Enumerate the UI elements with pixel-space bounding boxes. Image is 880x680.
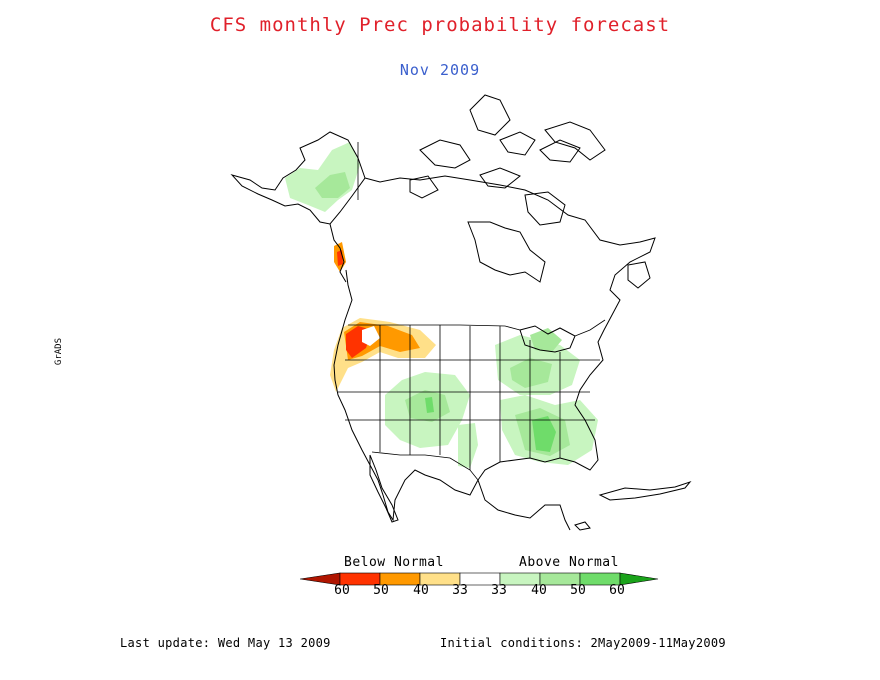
baffin-island [524,191,566,226]
arctic-islands-3 [499,131,536,156]
alaska-panhandle [329,223,347,283]
alaska-above-core [315,172,350,198]
arctic-islands-5 [544,121,606,161]
southeast-above-core [532,416,556,452]
bc-coast-below-core [337,250,343,266]
legend-tick: 50 [570,583,586,598]
colorado-above-dot [425,397,434,413]
political-borders [338,142,606,481]
mexico-coast [477,479,571,531]
initial-conditions-text: Initial conditions: 2May2009-11May2009 [440,636,726,650]
legend-above-label: Above Normal [519,555,619,570]
arctic-islands-1 [419,139,471,169]
legend-tick: 33 [452,583,468,598]
map-title: CFS monthly Prec probability forecast [209,14,671,36]
us-canada-border [348,324,521,331]
legend-colorbar [300,572,659,586]
hudson-bay [467,221,546,283]
legend-tick: 60 [334,583,350,598]
state-lines [338,325,600,470]
great-lakes [519,325,576,353]
legend-tick: 40 [531,583,547,598]
legend-below-label: Below Normal [344,555,444,570]
continent-coastline [333,175,656,522]
us-canada-border-east [574,319,606,337]
cuba [598,480,692,501]
legend-tick: 40 [413,583,429,598]
baja-california [369,454,399,523]
above-normal-patches [285,142,598,468]
us-mexico-border [371,451,479,481]
coastlines [230,94,692,531]
arctic-islands-4 [539,139,581,163]
grads-mark: GrADS [54,338,64,366]
texas-above-patch [458,423,478,468]
alaska-coastline [230,131,366,225]
below-normal-patches [330,242,436,392]
legend-arrow-right [619,572,659,586]
arctic-islands-6 [479,167,521,189]
caribbean-island [574,521,591,531]
last-update-text: Last update: Wed May 13 2009 [120,636,331,650]
washington-below-hole [362,326,380,346]
newfoundland [627,261,651,289]
alaska-above-patch [285,142,360,212]
arctic-islands-7 [409,175,439,199]
great-lakes-above-patch [530,328,562,352]
legend-tick: 50 [373,583,389,598]
midwest-above-core [510,358,552,388]
arctic-islands-2 [469,94,511,136]
map-subtitle: Nov 2009 [399,61,481,79]
legend-tick: 60 [609,583,625,598]
legend-tick: 33 [491,583,507,598]
